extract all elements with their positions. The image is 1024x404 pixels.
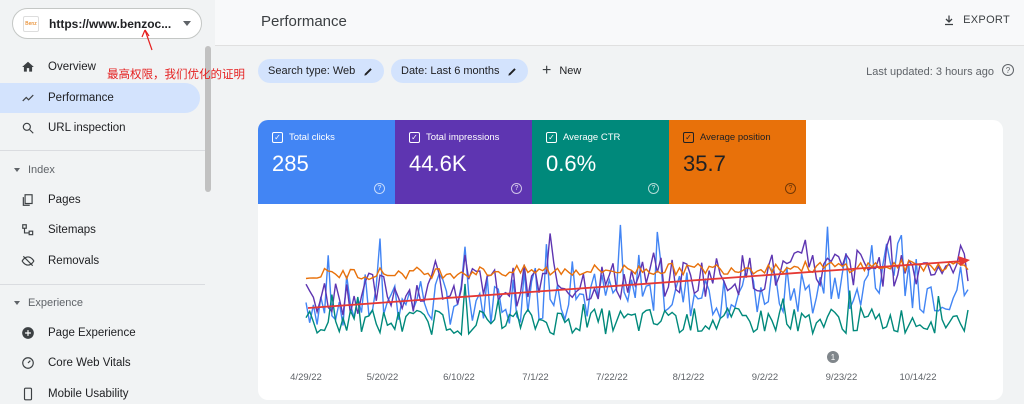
checkbox-checked-icon[interactable]: ✓ [272,132,283,143]
series-line-0 [305,224,969,326]
sidebar-section-index[interactable]: Index [14,164,55,176]
metric-average-ctr[interactable]: ✓ Average CTR 0.6% ? [532,120,669,204]
edit-icon [364,67,372,76]
metric-total-impressions[interactable]: ✓ Total impressions 44.6K ? [395,120,532,204]
metric-average-position[interactable]: ✓ Average position 35.7 ? [669,120,806,204]
sidebar-item-url-inspection[interactable]: URL inspection [0,113,200,143]
trending-up-icon [20,90,36,106]
checkbox-checked-icon[interactable]: ✓ [409,132,420,143]
chip-label: Date: Last 6 months [401,65,500,77]
gauge-icon [20,355,36,371]
series-line-2 [305,283,969,337]
x-tick-label: 9/23/22 [826,372,858,383]
section-label: Experience [28,297,84,309]
series-line-3 [305,258,969,281]
home-icon [20,59,36,75]
metric-value: 44.6K [409,151,467,176]
sidebar-item-sitemaps[interactable]: Sitemaps [0,215,200,245]
collapse-icon [14,168,20,172]
sidebar-item-label: Overview [48,61,96,73]
performance-card: ✓ Total clicks 285 ? ✓ Total impressions 4… [258,120,1003,400]
sidebar-item-label: URL inspection [48,122,126,134]
performance-chart[interactable]: 1 4/29/22 5/20/22 6/10/22 7/1/22 7/22/22 8/12/… [258,204,1003,400]
help-icon[interactable]: ? [648,183,659,194]
annotation-marker[interactable] [827,351,839,363]
help-icon[interactable]: ? [374,183,385,194]
sidebar-item-label: Page Experience [48,327,136,339]
annotation-text: 最高权限，我们优化的证明 [107,69,245,81]
add-circle-icon [20,325,36,341]
search-icon [20,120,36,136]
x-tick-label: 7/1/22 [522,372,548,383]
sidebar-item-page-experience[interactable]: Page Experience [0,318,200,348]
property-favicon: Benz [23,15,39,32]
sidebar-item-removals[interactable]: Removals [0,246,200,276]
export-button[interactable]: EXPORT [943,14,1010,26]
sidebar-item-label: Sitemaps [48,224,96,236]
property-selector[interactable]: Benz https://www.benzoc... [12,8,202,39]
help-icon[interactable]: ? [785,183,796,194]
sidebar-item-label: Performance [48,92,114,104]
x-tick-label: 7/22/22 [596,372,628,383]
search-type-filter-chip[interactable]: Search type: Web [258,59,385,83]
series-line-1 [305,233,969,316]
smartphone-icon [20,386,36,402]
last-updated-text: Last updated: 3 hours ago [866,66,994,78]
trend-arrow [307,260,964,309]
metric-value: 0.6% [546,151,597,176]
x-tick-label: 8/12/22 [673,372,705,383]
sidebar-item-label: Removals [48,255,100,267]
sidebar-scrollbar[interactable] [205,46,211,192]
x-tick-label: 5/20/22 [367,372,399,383]
page-title: Performance [261,13,347,30]
property-url: https://www.benzoc... [49,16,172,31]
x-tick-label: 9/2/22 [752,372,778,383]
export-label: EXPORT [963,14,1010,26]
x-tick-label: 10/14/22 [900,372,937,383]
metric-label: Total impressions [426,132,500,143]
collapse-icon [14,301,20,305]
sidebar-item-performance[interactable]: Performance [0,83,200,113]
sitemap-icon [20,222,36,238]
eye-off-icon [20,253,36,269]
metric-label: Average CTR [563,132,621,143]
x-tick-label: 4/29/22 [290,372,322,383]
sidebar: Benz https://www.benzoc... Overview Perf… [0,0,215,404]
download-icon [945,15,954,26]
section-label: Index [28,164,55,176]
sidebar-item-label: Mobile Usability [48,388,129,400]
plus-icon: + [542,62,552,79]
sidebar-divider [0,150,205,151]
date-filter-chip[interactable]: Date: Last 6 months [391,59,529,83]
sidebar-item-label: Core Web Vitals [48,357,131,369]
checkbox-checked-icon[interactable]: ✓ [683,132,694,143]
help-icon[interactable]: ? [1002,64,1014,76]
annotation-arrow [141,29,153,51]
new-label: New [559,65,582,77]
chevron-down-icon [183,21,191,26]
trend-arrow-head [958,256,970,266]
pages-icon [20,192,36,208]
x-tick-label: 6/10/22 [443,372,475,383]
annotation-marker-label: 1 [831,353,836,362]
new-filter-button[interactable]: + New [542,62,581,80]
sidebar-item-pages[interactable]: Pages [0,185,200,215]
sidebar-item-core-web-vitals[interactable]: Core Web Vitals [0,348,200,378]
edit-icon [508,67,517,76]
help-icon[interactable]: ? [511,183,522,194]
metric-total-clicks[interactable]: ✓ Total clicks 285 ? [258,120,395,204]
metric-value: 285 [272,151,309,176]
sidebar-item-label: Pages [48,194,81,206]
metric-value: 35.7 [683,151,726,176]
sidebar-item-overview[interactable]: Overview [0,52,200,82]
header: Performance EXPORT [215,0,1024,46]
sidebar-item-mobile-usability[interactable]: Mobile Usability [0,379,200,404]
checkbox-checked-icon[interactable]: ✓ [546,132,557,143]
metric-label: Total clicks [289,132,335,143]
sidebar-section-experience[interactable]: Experience [14,297,83,309]
sidebar-divider [0,284,205,285]
chip-label: Search type: Web [268,65,356,77]
metric-label: Average position [700,132,771,143]
